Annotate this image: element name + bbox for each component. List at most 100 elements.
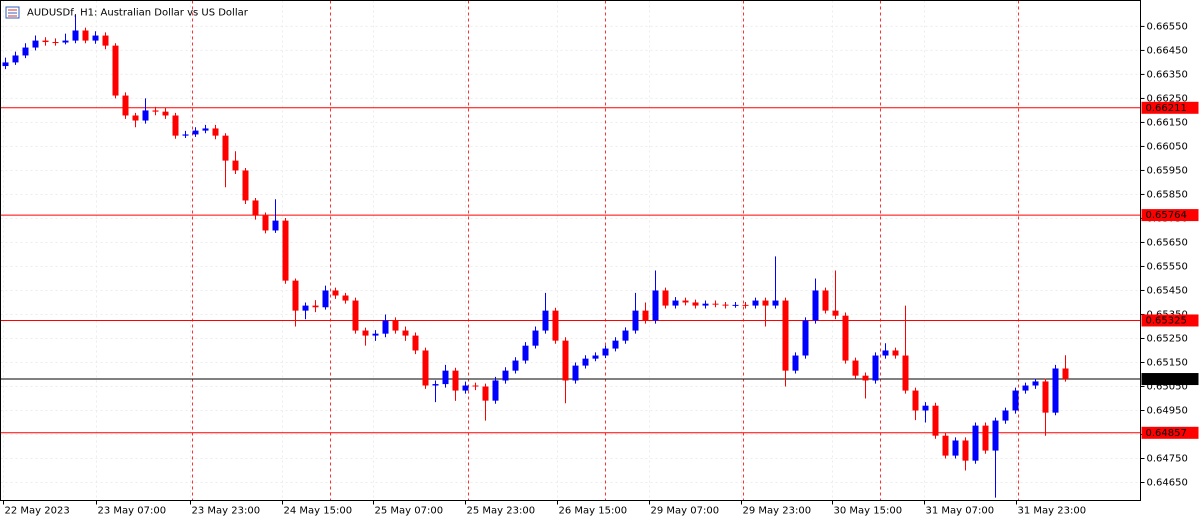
x-tick-label: 24 May 15:00 bbox=[284, 506, 353, 517]
candle-layer bbox=[2, 15, 1069, 498]
candle-body bbox=[602, 348, 609, 356]
candle-body bbox=[832, 310, 839, 316]
candle-body bbox=[742, 304, 749, 306]
candle-body bbox=[722, 304, 729, 306]
x-tick-label: 23 May 07:00 bbox=[98, 506, 167, 517]
candle-body bbox=[372, 333, 379, 336]
candle-body bbox=[592, 355, 599, 359]
candle-body bbox=[382, 320, 389, 334]
candle-body bbox=[842, 315, 849, 361]
candle-body bbox=[272, 220, 279, 231]
y-tick-label: 0.65550 bbox=[1147, 261, 1188, 272]
candle-body bbox=[642, 310, 649, 321]
candle-body bbox=[762, 300, 769, 306]
candle-body bbox=[532, 330, 539, 346]
candle-body bbox=[362, 330, 369, 336]
y-tick-label: 0.64650 bbox=[1147, 477, 1188, 488]
candle-body bbox=[132, 115, 139, 121]
level-price-label: 0.65764 bbox=[1146, 210, 1187, 221]
candle-body bbox=[302, 305, 309, 311]
y-tick-label: 0.64750 bbox=[1147, 453, 1188, 464]
candle-body bbox=[982, 425, 989, 451]
candle-body bbox=[32, 40, 39, 48]
y-tick-label: 0.66250 bbox=[1147, 93, 1188, 104]
x-tick-label: 31 May 23:00 bbox=[1018, 506, 1087, 517]
candle-body bbox=[412, 335, 419, 351]
x-tick-label: 23 May 23:00 bbox=[192, 506, 261, 517]
level-price-box bbox=[1141, 209, 1199, 222]
level-layer bbox=[0, 107, 1141, 434]
candle-body bbox=[1042, 381, 1049, 413]
x-tick-label: 29 May 07:00 bbox=[651, 506, 720, 517]
candle-body bbox=[282, 220, 289, 281]
candle-body bbox=[82, 30, 89, 41]
candle-body bbox=[572, 365, 579, 381]
candle-body bbox=[422, 350, 429, 386]
candle-body bbox=[232, 160, 239, 171]
separator-layer bbox=[192, 0, 1019, 501]
candle-body bbox=[252, 200, 259, 216]
candle-body bbox=[292, 280, 299, 311]
candle-body bbox=[952, 440, 959, 456]
level-price-label: 0.65325 bbox=[1146, 315, 1187, 326]
candle-body bbox=[942, 435, 949, 456]
candle-body bbox=[922, 405, 929, 411]
candle-body bbox=[712, 303, 719, 305]
y-tick-label: 0.66350 bbox=[1147, 69, 1188, 80]
level-price-box bbox=[1141, 101, 1199, 114]
candle-body bbox=[462, 385, 469, 391]
candle-body bbox=[92, 35, 99, 41]
candle-body bbox=[152, 110, 159, 112]
candle-body bbox=[12, 55, 19, 63]
y-tick-label: 0.65150 bbox=[1147, 357, 1188, 368]
plot-frame bbox=[0, 0, 1141, 501]
candle-body bbox=[52, 42, 59, 44]
grid-layer bbox=[0, 0, 1141, 501]
candle-body bbox=[342, 295, 349, 301]
candle-body bbox=[992, 420, 999, 451]
candle-body bbox=[692, 302, 699, 306]
level-price-label: 0.66211 bbox=[1146, 103, 1187, 114]
y-tick-label: 0.66150 bbox=[1147, 117, 1188, 128]
candle-body bbox=[662, 290, 669, 306]
candle-body bbox=[512, 360, 519, 371]
candle-body bbox=[822, 290, 829, 311]
y-tick-label: 0.66450 bbox=[1147, 45, 1188, 56]
candle-body bbox=[492, 380, 499, 401]
candle-body bbox=[1012, 390, 1019, 411]
candle-body bbox=[702, 303, 709, 306]
candle-body bbox=[802, 320, 809, 356]
level-price-box bbox=[1141, 314, 1199, 327]
candle-body bbox=[682, 300, 689, 303]
candle-body bbox=[1032, 381, 1039, 386]
x-tick-label: 25 May 07:00 bbox=[375, 506, 444, 517]
candle-body bbox=[522, 345, 529, 361]
chart-title: AUDUSDf, H1: Australian Dollar vs US Dol… bbox=[27, 8, 249, 19]
candle-body bbox=[42, 40, 49, 43]
candle-body bbox=[612, 340, 619, 349]
candle-body bbox=[392, 320, 399, 331]
candle-body bbox=[782, 300, 789, 371]
candle-body bbox=[972, 425, 979, 461]
candle-body bbox=[1052, 368, 1059, 413]
candle-body bbox=[402, 330, 409, 336]
candle-body bbox=[62, 40, 69, 43]
x-tick-label: 26 May 15:00 bbox=[559, 506, 628, 517]
candle-body bbox=[792, 355, 799, 371]
candle-body bbox=[1002, 410, 1009, 421]
candle-body bbox=[162, 111, 169, 116]
candle-body bbox=[502, 370, 509, 381]
candle-body bbox=[932, 405, 939, 436]
candle-body bbox=[202, 128, 209, 131]
y-tick-label: 0.66550 bbox=[1147, 21, 1188, 32]
candle-body bbox=[672, 300, 679, 306]
y-tick-label: 0.65950 bbox=[1147, 165, 1188, 176]
candle-body bbox=[262, 215, 269, 231]
candle-body bbox=[812, 290, 819, 321]
candle-body bbox=[562, 340, 569, 381]
y-tick-label: 0.65850 bbox=[1147, 189, 1188, 200]
candle-body bbox=[102, 35, 109, 46]
candle-body bbox=[902, 355, 909, 391]
candle-body bbox=[472, 385, 479, 387]
